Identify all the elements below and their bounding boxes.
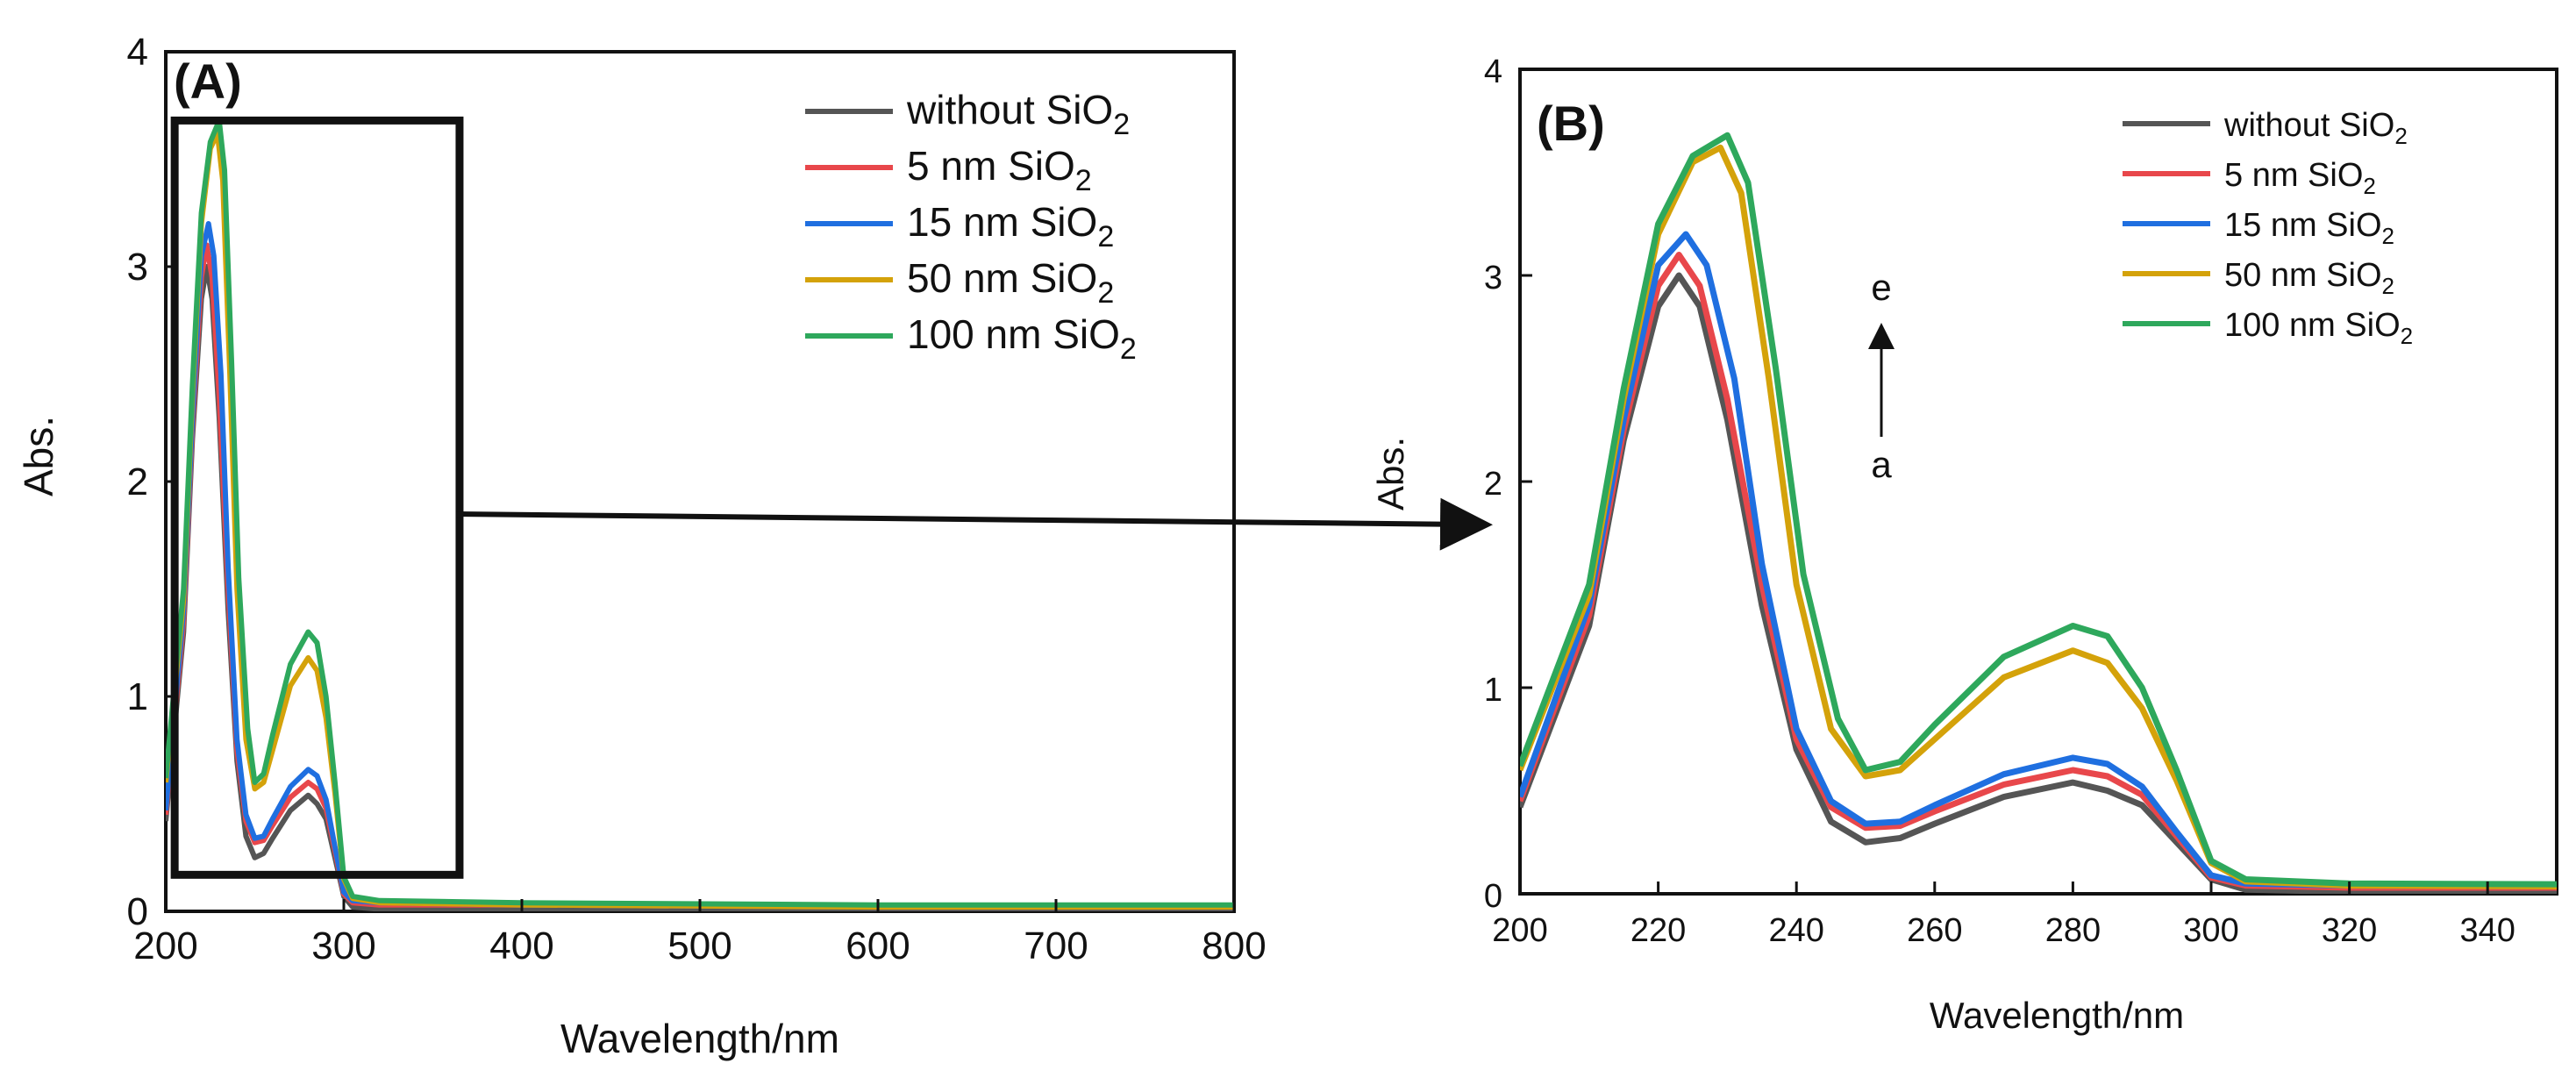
legend-label-subscript: 2	[1097, 220, 1114, 253]
legend-label-main: without SiO	[906, 87, 1113, 132]
x-tick-label: 500	[667, 924, 731, 967]
panel-a-y-axis-title: Abs.	[16, 416, 61, 496]
x-tick-label: 320	[2322, 912, 2377, 949]
legend-label-main: 5 nm SiO	[907, 143, 1075, 189]
legend-label-2: 15 nm SiO2	[2224, 207, 2394, 249]
legend-label-4: 100 nm SiO2	[2224, 307, 2413, 349]
legend-label-subscript: 2	[2363, 173, 2375, 199]
y-tick-label: 2	[127, 460, 148, 503]
series-line-4	[166, 118, 1234, 908]
panel-b-curves	[1520, 132, 2557, 894]
x-tick-label: 600	[846, 924, 910, 967]
legend-label-subscript: 2	[1120, 332, 1137, 366]
y-tick-label: 0	[127, 890, 148, 933]
panel-a-ticks: 200 300 400 500 600 700 800 0 1 2 3 4	[127, 31, 1267, 967]
panel-b: 200 220 240 260 280 300 320 340 0 1 2 3 4 (B) Wavele…	[1370, 54, 2558, 1036]
legend-label-main: 50 nm SiO	[2224, 257, 2382, 294]
legend-label-4: 100 nm SiO2	[907, 311, 1137, 366]
panel-a-curves	[166, 118, 1234, 911]
series-line-0	[1520, 272, 2557, 894]
x-tick-label: 400	[489, 924, 553, 967]
legend-label-3: 50 nm SiO2	[2224, 257, 2394, 299]
legend-label-1: 5 nm SiO2	[2224, 157, 2376, 199]
panel-b-label: (B)	[1537, 96, 1605, 151]
x-tick-label: 340	[2459, 912, 2515, 949]
trend-label-top: e	[1871, 267, 1891, 308]
legend-label-main: 100 nm SiO	[2224, 307, 2401, 344]
x-tick-label: 800	[1202, 924, 1266, 967]
legend-label-1: 5 nm SiO2	[907, 143, 1092, 197]
legend-label-main: 15 nm SiO	[2224, 207, 2382, 244]
legend-label-subscript: 2	[1075, 164, 1092, 197]
panel-a: 200 300 400 500 600 700 800 0 1 2 3 4 (A) Wavelengt…	[16, 31, 1267, 1061]
legend-label-subscript: 2	[2394, 123, 2407, 149]
y-tick-label: 0	[1484, 878, 1502, 915]
legend-label-subscript: 2	[1097, 276, 1114, 310]
y-tick-label: 1	[127, 675, 148, 718]
legend-label-subscript: 2	[2382, 223, 2394, 249]
x-tick-label: 200	[1492, 912, 1547, 949]
panel-a-x-axis-title: Wavelength/nm	[560, 1016, 839, 1061]
panel-a-label: (A)	[174, 54, 242, 109]
zoom-arrow	[455, 497, 1493, 551]
legend-label-0: without SiO2	[906, 87, 1130, 141]
x-tick-label: 280	[2045, 912, 2101, 949]
legend-label-subscript: 2	[1113, 108, 1130, 141]
y-tick-label: 4	[127, 31, 148, 74]
panel-b-x-axis-title: Wavelength/nm	[1930, 995, 2184, 1036]
x-tick-label: 220	[1631, 912, 1686, 949]
x-tick-label: 300	[2183, 912, 2238, 949]
legend-label-2: 15 nm SiO2	[907, 199, 1114, 253]
x-tick-label: 300	[311, 924, 375, 967]
y-tick-label: 1	[1484, 672, 1502, 709]
y-tick-label: 3	[1484, 260, 1502, 296]
x-tick-label: 260	[1907, 912, 1962, 949]
legend-label-0: without SiO2	[2223, 107, 2408, 149]
legend-label-subscript: 2	[2401, 323, 2413, 349]
panel-b-ticks: 200 220 240 260 280 300 320 340 0 1 2 3 4	[1484, 54, 2515, 949]
legend-label-3: 50 nm SiO2	[907, 255, 1114, 310]
legend-label-main: 5 nm SiO	[2224, 157, 2363, 194]
series-line-0	[166, 264, 1234, 911]
legend-label-subscript: 2	[2382, 273, 2394, 299]
legend-label-main: 15 nm SiO	[907, 199, 1097, 245]
legend-label-main: 100 nm SiO	[907, 311, 1120, 357]
series-line-2	[1520, 231, 2557, 890]
series-line-4	[1520, 132, 2557, 888]
series-line-1	[1520, 252, 2557, 891]
y-tick-label: 3	[127, 246, 148, 289]
legend-label-main: 50 nm SiO	[907, 255, 1097, 301]
zoom-region-box	[170, 116, 464, 879]
panel-b-y-axis-title: Abs.	[1370, 437, 1411, 510]
trend-label-bottom: a	[1871, 444, 1892, 485]
x-tick-label: 200	[133, 924, 197, 967]
y-tick-label: 2	[1484, 466, 1502, 503]
x-tick-label: 240	[1768, 912, 1823, 949]
legend-label-main: without SiO	[2223, 107, 2394, 144]
x-tick-label: 700	[1024, 924, 1088, 967]
y-tick-label: 4	[1484, 54, 1502, 90]
